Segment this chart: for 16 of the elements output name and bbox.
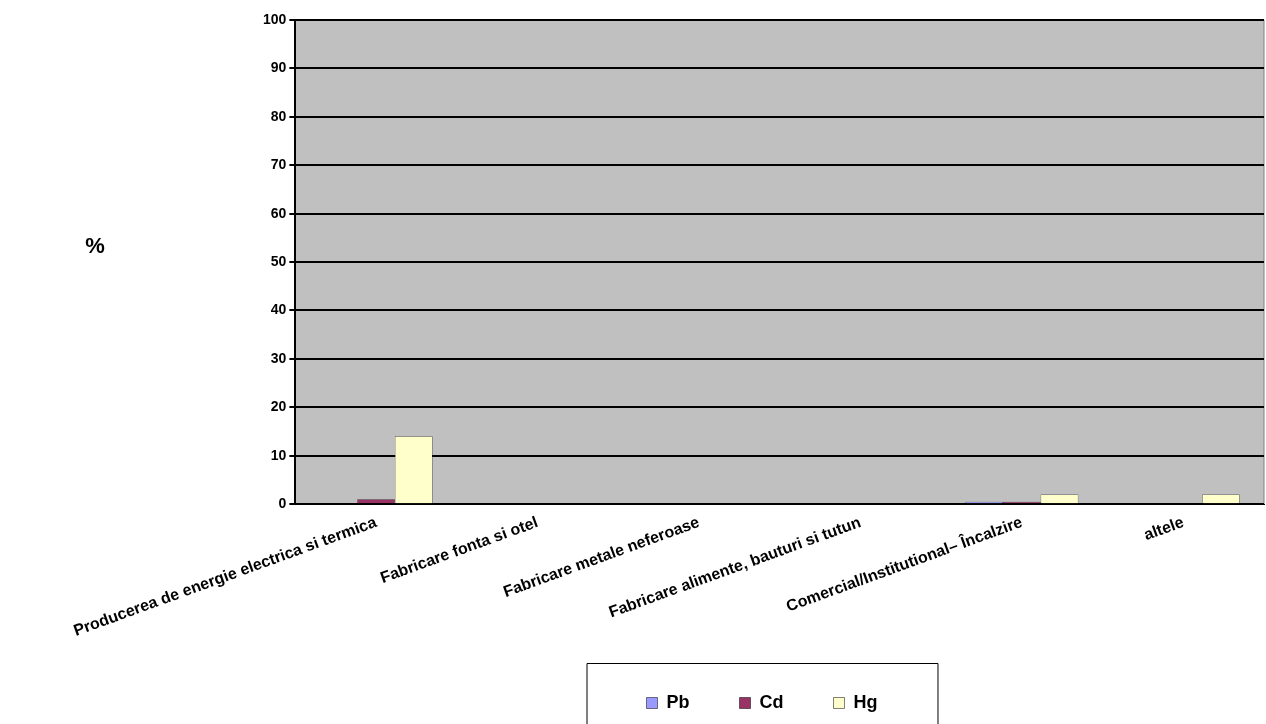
y-axis-title: % [85,233,105,259]
y-tick-label: 60 [270,204,287,221]
y-tick-label: 20 [270,398,287,415]
y-tick-label: 30 [270,349,287,366]
legend-label: Hg [853,691,878,712]
y-tick-label: 50 [270,252,287,269]
y-tick-label: 40 [270,301,287,318]
y-tick-label: 90 [270,59,287,76]
y-tick-label: 80 [270,107,287,124]
x-tick-label: altele [1141,513,1186,544]
y-tick-label: 70 [270,156,287,173]
y-tick-label: 100 [263,10,287,27]
legend-label: Cd [759,691,784,712]
y-tick-label: 10 [270,446,287,463]
y-tick-label: 0 [278,495,287,512]
legend-label: Pb [666,691,690,712]
